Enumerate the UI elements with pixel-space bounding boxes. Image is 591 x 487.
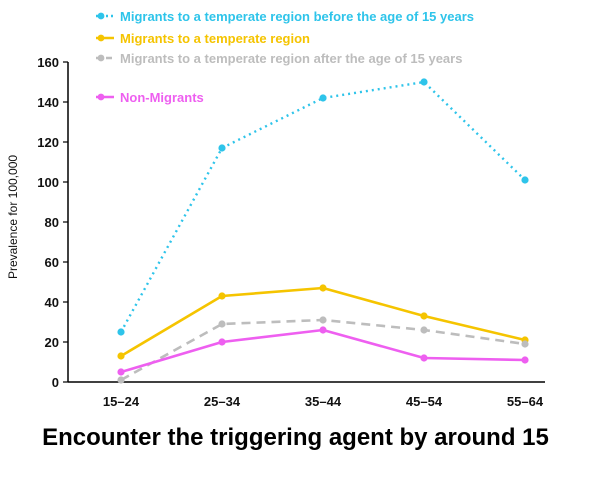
y-tick-label: 0 — [52, 375, 59, 390]
y-tick-label: 120 — [37, 135, 59, 150]
x-tick-label: 55–64 — [507, 394, 544, 409]
data-point — [420, 354, 428, 362]
data-point — [218, 320, 226, 328]
legend-entry-label: Migrants to a temperate region after the… — [120, 51, 462, 66]
data-point — [319, 326, 327, 334]
x-tick-label: 25–34 — [204, 394, 241, 409]
x-tick-label: 45–54 — [406, 394, 443, 409]
y-axis-label: Prevalence for 100,000 — [6, 155, 20, 279]
y-tick-label: 80 — [45, 215, 59, 230]
data-point — [521, 340, 529, 348]
series-group — [117, 78, 529, 384]
data-point — [319, 316, 327, 324]
series-line-3 — [120, 328, 526, 374]
legend-entry-label: Migrants to a temperate region before th… — [120, 9, 474, 24]
data-point — [319, 284, 327, 292]
data-point — [218, 144, 226, 152]
data-point — [117, 328, 125, 336]
legend-swatch-marker — [97, 93, 105, 101]
data-point — [521, 356, 529, 364]
y-tick-label: 20 — [45, 335, 59, 350]
y-tick-label: 100 — [37, 175, 59, 190]
y-tick-label: 160 — [37, 55, 59, 70]
legend-entry-label: Non-Migrants — [120, 90, 204, 105]
caption: Encounter the triggering agent by around… — [42, 424, 549, 451]
y-tick-label: 140 — [37, 95, 59, 110]
data-point — [218, 292, 226, 300]
line-chart: 0 20 40 60 80 100 120 140 160 15–24 25–34 35–44 45–5… — [6, 9, 545, 409]
data-point — [117, 368, 125, 376]
legend: Migrants to a temperate region before th… — [96, 9, 474, 105]
series-line-0 — [119, 80, 526, 333]
data-point — [420, 312, 428, 320]
data-point — [117, 376, 125, 384]
data-point — [218, 338, 226, 346]
data-point — [319, 94, 327, 102]
data-point — [521, 176, 529, 184]
data-point — [420, 78, 428, 86]
x-tick-label: 35–44 — [305, 394, 342, 409]
data-point — [117, 352, 125, 360]
y-tick-label: 40 — [45, 295, 59, 310]
legend-entry-label: Migrants to a temperate region — [120, 31, 310, 46]
legend-swatch-marker — [97, 54, 105, 62]
legend-swatch-marker — [97, 34, 105, 42]
data-point — [420, 326, 428, 334]
axes: 0 20 40 60 80 100 120 140 160 15–24 25–34 35–44 45–5… — [37, 55, 545, 409]
y-tick-label: 60 — [45, 255, 59, 270]
x-tick-label: 15–24 — [103, 394, 140, 409]
legend-swatch-marker — [97, 12, 105, 20]
